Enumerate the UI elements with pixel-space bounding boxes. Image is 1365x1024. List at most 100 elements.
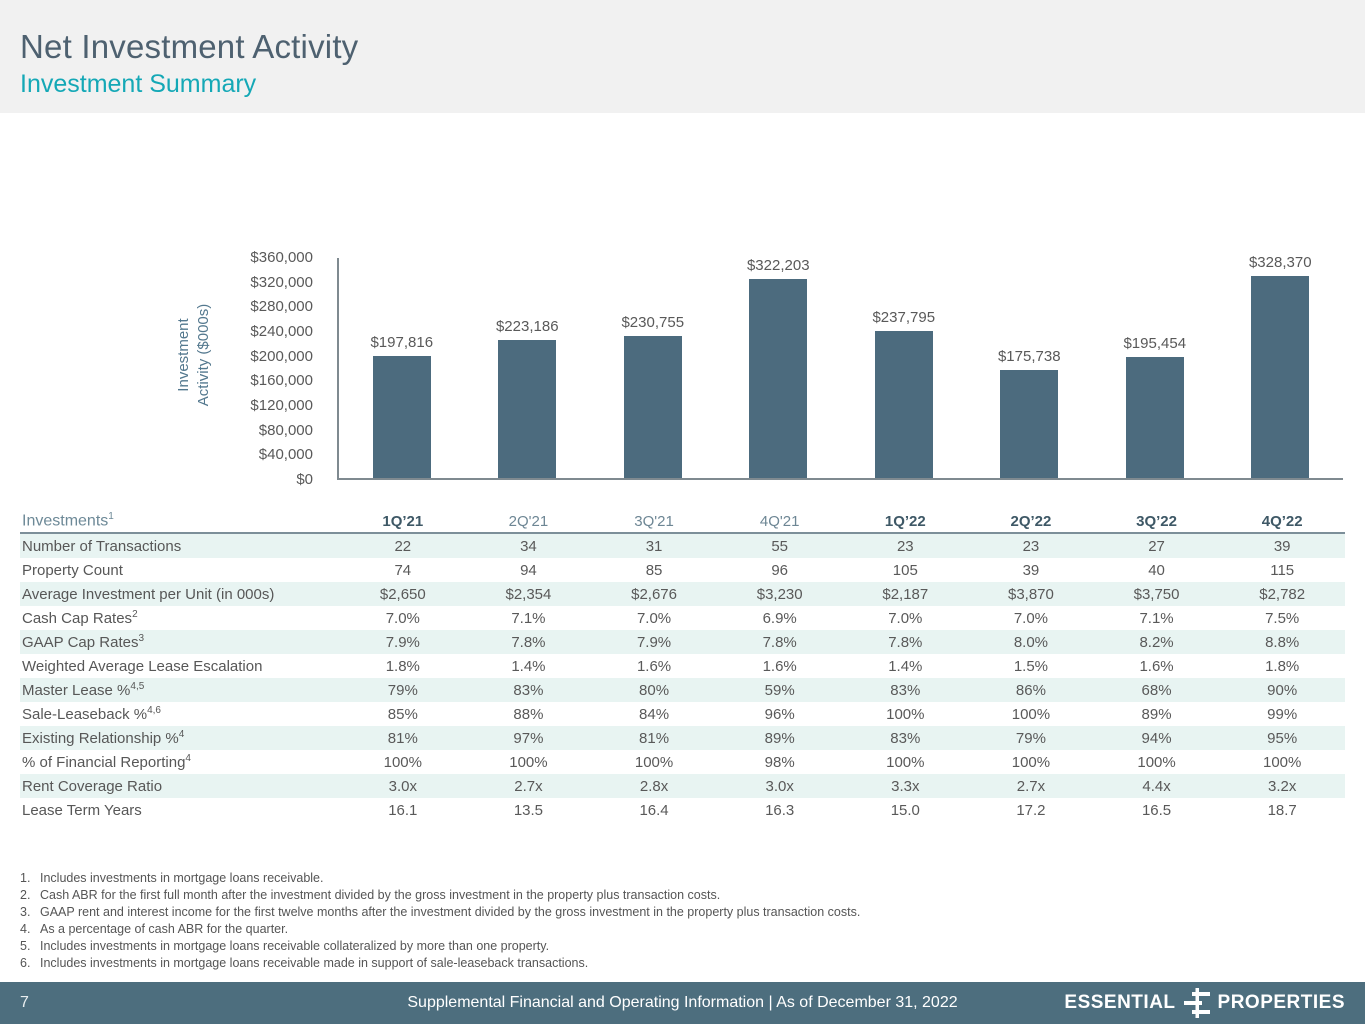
row-label: Rent Coverage Ratio — [22, 777, 163, 795]
essential-properties-logo-icon — [1183, 988, 1210, 1018]
table-cell: 100% — [509, 753, 548, 771]
table-row: Lease Term Years 16.1 13.5 16.4 16.3 15.0 17.2… — [20, 798, 1345, 822]
table-cell: $2,650 — [379, 585, 426, 603]
table-cell: 96 — [771, 561, 789, 579]
table-cell: 81% — [387, 729, 418, 747]
bar-data-label: $197,816 — [370, 334, 434, 352]
table-cell: 59% — [764, 681, 795, 699]
y-tick-label: $80,000 — [258, 421, 313, 439]
row-label: Weighted Average Lease Escalation — [22, 657, 263, 675]
table-cell: 1.4% — [511, 657, 546, 675]
footnote-number: 6. — [20, 956, 31, 970]
y-tick-label: $360,000 — [250, 249, 313, 266]
table-column-header: 3Q'21 — [634, 512, 674, 530]
table-column-header: 1Q’22 — [884, 512, 926, 530]
table-row: Sale-Leaseback %4,6 85% 88% 84% 96% 100% 100% 8… — [20, 702, 1345, 726]
bar-data-label: $237,795 — [872, 309, 936, 327]
table-cell: 68% — [1141, 681, 1172, 699]
table-cell: 1.6% — [1139, 657, 1174, 675]
table-cell: 90% — [1267, 681, 1298, 699]
table-cell: 17.2 — [1016, 801, 1046, 819]
y-tick-label: $240,000 — [250, 323, 313, 340]
y-tick-label: $200,000 — [250, 347, 313, 365]
chart-bar — [1125, 357, 1184, 478]
table-column-header: 4Q’22 — [1261, 512, 1303, 530]
footnote-text: Includes investments in mortgage loans r… — [40, 871, 324, 885]
brand-logo: ESSENTIAL PROPERTIES — [1064, 988, 1345, 1018]
y-tick-label: $120,000 — [250, 397, 313, 414]
table-cell: 3.0x — [388, 777, 417, 795]
table-cell: 7.5% — [1265, 609, 1300, 627]
table-row: Rent Coverage Ratio 3.0x 2.7x 2.8x 3.0x 3.3x 2… — [20, 774, 1345, 798]
row-label: Property Count — [22, 561, 123, 579]
table-cell: 83% — [890, 729, 921, 747]
table-row: Cash Cap Rates2 7.0% 7.1% 7.0% 6.9% 7.0% 7.0% 7… — [20, 606, 1345, 630]
table-cell: 1.6% — [762, 657, 797, 675]
table-cell: 23 — [896, 537, 914, 555]
footnote-text: Includes investments in mortgage loans r… — [40, 956, 589, 970]
y-axis-ticks: $360,000 $320,000 $280,000 $240,000 $200,000… — [160, 249, 313, 488]
chart-bar-group: $223,186 — [496, 318, 559, 478]
table-column-header: 4Q'21 — [759, 512, 800, 530]
chart-bar-group: $175,738 — [997, 347, 1061, 478]
footer-caption: Supplemental Financial and Operating Inf… — [407, 994, 958, 1011]
table-cell: 40 — [1148, 561, 1165, 579]
table-cell: 23 — [1022, 537, 1040, 555]
table-row: Average Investment per Unit (in 000s) $2,… — [20, 582, 1345, 606]
table-cell: 1.6% — [636, 657, 672, 675]
table-cell: 6.9% — [762, 609, 797, 627]
table-cell: 100% — [1137, 753, 1176, 771]
chart-bar — [1000, 369, 1059, 478]
y-tick-label: $40,000 — [258, 446, 313, 464]
table-cell: 7.8% — [511, 633, 546, 651]
table-cell: 16.3 — [765, 801, 795, 819]
table-cell: 39 — [1273, 537, 1291, 555]
table-column-header: 1Q’21 — [382, 512, 424, 530]
table-cell: 7.0% — [636, 609, 672, 627]
footnote-item: 3. GAAP rent and interest income for the … — [20, 904, 1345, 921]
table-cell: 115 — [1270, 561, 1295, 579]
table-cell: 74 — [394, 561, 412, 579]
table-cell: 88% — [513, 705, 544, 723]
table-column-header: 2Q’22 — [1010, 512, 1052, 530]
table-cell: 89% — [764, 729, 795, 747]
plot-area: $197,816 $223,186 $230,755 $322,203 $237,795… — [337, 254, 1343, 480]
footnote-number: 4. — [20, 922, 31, 936]
bar-data-label: $175,738 — [997, 347, 1061, 365]
table-cell: 7.9% — [385, 633, 420, 651]
table-cell: $2,676 — [631, 585, 677, 603]
table-cell: 27 — [1148, 537, 1165, 555]
table-cell: 7.0% — [385, 609, 420, 627]
table-cell: 95% — [1267, 729, 1298, 747]
brand-essential-text: ESSENTIAL — [1064, 992, 1176, 1013]
table-cell: 55 — [771, 537, 789, 555]
chart-bar — [749, 279, 808, 478]
table-cell: 1.4% — [888, 657, 923, 675]
footnote-number: 2. — [20, 888, 31, 902]
table-cell: 7.8% — [888, 633, 923, 651]
table-cell: 7.1% — [1139, 609, 1174, 627]
table-cell: 100% — [886, 753, 925, 771]
table-cell: 7.9% — [636, 633, 672, 651]
table-row: Existing Relationship %4 81% 97% 81% 89% 83% 7… — [20, 726, 1345, 750]
y-tick-label: $280,000 — [250, 298, 313, 316]
table-cell: 18.7 — [1267, 801, 1297, 819]
table-row: Number of Transactions 22 34 31 55 23 23 27 39 — [20, 534, 1345, 558]
table-cell: 16.1 — [388, 801, 418, 819]
table-cell: $2,354 — [505, 585, 552, 603]
table-cell: 96% — [764, 705, 795, 723]
table-cell: 100% — [634, 753, 674, 771]
chart-bar — [372, 356, 431, 478]
chart-bar-group: $322,203 — [747, 257, 810, 478]
chart-bar — [498, 340, 557, 478]
chart-bar-group: $197,816 — [370, 334, 434, 478]
table-cell: 100% — [383, 753, 422, 771]
footnote-item: 4. As a percentage of cash ABR for the qu… — [20, 921, 1345, 938]
page-number: 7 — [20, 994, 29, 1011]
y-tick-label: $320,000 — [250, 273, 313, 291]
footnote-item: 1. Includes investments in mortgage loans… — [20, 870, 1345, 887]
chart-bar — [623, 335, 682, 478]
table-cell: 1.5% — [1013, 657, 1049, 675]
table-cell: 2.8x — [639, 777, 669, 795]
table-header-row: Investments1 1Q’21 2Q'21 3Q'21 4Q'21 1Q’22 2Q… — [20, 510, 1345, 534]
